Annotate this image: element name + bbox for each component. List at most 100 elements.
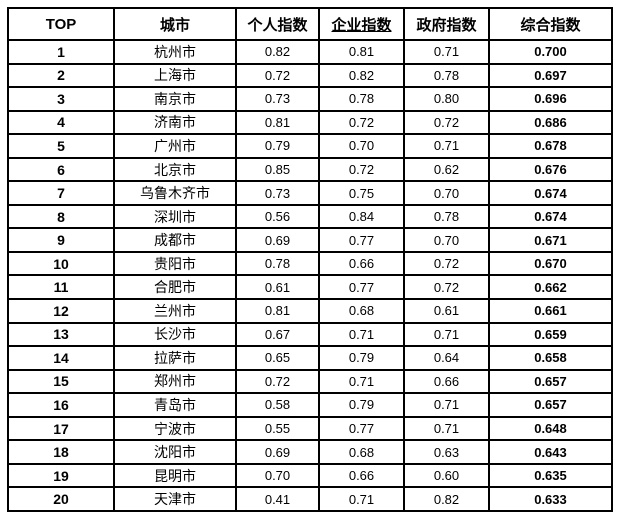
rank-cell: 15 xyxy=(7,368,115,395)
city-cell: 广州市 xyxy=(113,133,237,159)
composite-index-cell: 0.662 xyxy=(488,274,613,300)
enterprise-index-cell: 0.68 xyxy=(318,298,405,324)
enterprise-index-cell: 0.78 xyxy=(318,86,405,112)
city-cell: 兰州市 xyxy=(113,298,237,324)
table-row: 17 宁波市 0.55 0.77 0.71 0.648 xyxy=(7,415,613,442)
enterprise-index-cell: 0.77 xyxy=(318,227,405,253)
table-row: 8 深圳市 0.56 0.84 0.78 0.674 xyxy=(7,203,613,230)
rank-cell: 11 xyxy=(7,274,115,300)
government-index-cell: 0.62 xyxy=(403,156,490,183)
government-index-cell: 0.71 xyxy=(403,321,490,348)
personal-index-cell: 0.72 xyxy=(235,62,320,89)
government-index-cell: 0.63 xyxy=(403,439,490,465)
composite-index-cell: 0.657 xyxy=(488,392,613,418)
personal-index-cell: 0.55 xyxy=(235,415,320,442)
enterprise-index-cell: 0.81 xyxy=(318,39,405,65)
composite-index-cell: 0.671 xyxy=(488,227,613,253)
city-cell: 贵阳市 xyxy=(113,250,237,277)
header-cell-top: TOP xyxy=(7,7,115,41)
personal-index-cell: 0.61 xyxy=(235,274,320,300)
enterprise-index-cell: 0.75 xyxy=(318,180,405,206)
table-row: 15 郑州市 0.72 0.71 0.66 0.657 xyxy=(7,368,613,395)
composite-index-cell: 0.676 xyxy=(488,156,613,183)
table-body: 1 杭州市 0.82 0.81 0.71 0.700 2 上海市 0.72 0.82 0.78 0.6… xyxy=(7,39,613,512)
composite-index-cell: 0.661 xyxy=(488,298,613,324)
header-cell-personal-index: 个人指数 xyxy=(235,7,320,41)
enterprise-index-cell: 0.77 xyxy=(318,415,405,442)
composite-index-cell: 0.674 xyxy=(488,203,613,230)
government-index-cell: 0.61 xyxy=(403,298,490,324)
enterprise-index-cell: 0.77 xyxy=(318,274,405,300)
table-row: 20 天津市 0.41 0.71 0.82 0.633 xyxy=(7,486,613,512)
rank-cell: 13 xyxy=(7,321,115,348)
enterprise-index-cell: 0.84 xyxy=(318,203,405,230)
rank-cell: 4 xyxy=(7,109,115,136)
rank-cell: 12 xyxy=(7,298,115,324)
personal-index-cell: 0.73 xyxy=(235,86,320,112)
header-cell-government-index: 政府指数 xyxy=(403,7,490,41)
personal-index-cell: 0.58 xyxy=(235,392,320,418)
composite-index-cell: 0.659 xyxy=(488,321,613,348)
government-index-cell: 0.66 xyxy=(403,368,490,395)
rank-cell: 14 xyxy=(7,345,115,371)
rank-cell: 8 xyxy=(7,203,115,230)
government-index-cell: 0.70 xyxy=(403,227,490,253)
rank-cell: 5 xyxy=(7,133,115,159)
header-cell-city: 城市 xyxy=(113,7,237,41)
government-index-cell: 0.78 xyxy=(403,203,490,230)
composite-index-cell: 0.643 xyxy=(488,439,613,465)
personal-index-cell: 0.79 xyxy=(235,133,320,159)
personal-index-cell: 0.72 xyxy=(235,368,320,395)
city-cell: 宁波市 xyxy=(113,415,237,442)
table-row: 3 南京市 0.73 0.78 0.80 0.696 xyxy=(7,86,613,112)
city-cell: 杭州市 xyxy=(113,39,237,65)
city-cell: 乌鲁木齐市 xyxy=(113,180,237,206)
city-cell: 成都市 xyxy=(113,227,237,253)
composite-index-cell: 0.635 xyxy=(488,462,613,489)
header-row: TOP 城市 个人指数 企业指数 政府指数 综合指数 xyxy=(7,7,613,41)
enterprise-index-cell: 0.70 xyxy=(318,133,405,159)
rank-cell: 1 xyxy=(7,39,115,65)
composite-index-cell: 0.674 xyxy=(488,180,613,206)
personal-index-cell: 0.56 xyxy=(235,203,320,230)
personal-index-cell: 0.41 xyxy=(235,486,320,512)
government-index-cell: 0.71 xyxy=(403,133,490,159)
personal-index-cell: 0.73 xyxy=(235,180,320,206)
rank-cell: 16 xyxy=(7,392,115,418)
enterprise-index-cell: 0.82 xyxy=(318,62,405,89)
rank-cell: 7 xyxy=(7,180,115,206)
table-row: 7 乌鲁木齐市 0.73 0.75 0.70 0.674 xyxy=(7,180,613,206)
city-cell: 上海市 xyxy=(113,62,237,89)
enterprise-index-cell: 0.71 xyxy=(318,368,405,395)
table-row: 13 长沙市 0.67 0.71 0.71 0.659 xyxy=(7,321,613,348)
personal-index-cell: 0.78 xyxy=(235,250,320,277)
table-row: 12 兰州市 0.81 0.68 0.61 0.661 xyxy=(7,298,613,324)
table-row: 6 北京市 0.85 0.72 0.62 0.676 xyxy=(7,156,613,183)
government-index-cell: 0.71 xyxy=(403,39,490,65)
enterprise-index-cell: 0.71 xyxy=(318,321,405,348)
personal-index-cell: 0.85 xyxy=(235,156,320,183)
table-row: 18 沈阳市 0.69 0.68 0.63 0.643 xyxy=(7,439,613,465)
composite-index-cell: 0.670 xyxy=(488,250,613,277)
city-cell: 合肥市 xyxy=(113,274,237,300)
city-index-rank-table: TOP 城市 个人指数 企业指数 政府指数 综合指数 1 杭州市 0.82 0.81 0… xyxy=(7,7,613,512)
city-cell: 北京市 xyxy=(113,156,237,183)
personal-index-cell: 0.69 xyxy=(235,439,320,465)
table-row: 14 拉萨市 0.65 0.79 0.64 0.658 xyxy=(7,345,613,371)
table-row: 9 成都市 0.69 0.77 0.70 0.671 xyxy=(7,227,613,253)
composite-index-cell: 0.696 xyxy=(488,86,613,112)
government-index-cell: 0.71 xyxy=(403,392,490,418)
composite-index-cell: 0.648 xyxy=(488,415,613,442)
enterprise-index-cell: 0.66 xyxy=(318,250,405,277)
composite-index-cell: 0.697 xyxy=(488,62,613,89)
city-cell: 青岛市 xyxy=(113,392,237,418)
composite-index-cell: 0.657 xyxy=(488,368,613,395)
government-index-cell: 0.60 xyxy=(403,462,490,489)
government-index-cell: 0.64 xyxy=(403,345,490,371)
table-row: 5 广州市 0.79 0.70 0.71 0.678 xyxy=(7,133,613,159)
government-index-cell: 0.80 xyxy=(403,86,490,112)
table-row: 19 昆明市 0.70 0.66 0.60 0.635 xyxy=(7,462,613,489)
personal-index-cell: 0.82 xyxy=(235,39,320,65)
personal-index-cell: 0.81 xyxy=(235,298,320,324)
